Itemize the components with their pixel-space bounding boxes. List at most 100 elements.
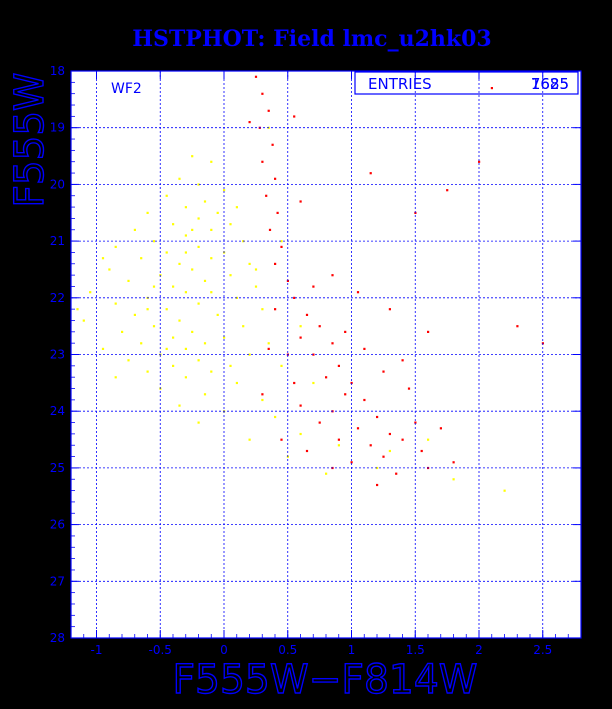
data-point-0 bbox=[108, 268, 111, 271]
data-point-0 bbox=[223, 189, 226, 192]
data-point-0 bbox=[452, 478, 455, 481]
data-point-0 bbox=[216, 313, 219, 316]
data-point-1 bbox=[478, 160, 481, 163]
data-point-0 bbox=[184, 347, 187, 350]
data-point-0 bbox=[82, 319, 85, 322]
data-point-1 bbox=[414, 421, 417, 424]
data-point-0 bbox=[178, 404, 181, 407]
data-point-1 bbox=[427, 330, 430, 333]
y-tick-label: 27 bbox=[50, 574, 65, 588]
data-point-0 bbox=[223, 336, 226, 339]
data-point-0 bbox=[235, 381, 238, 385]
data-point-1 bbox=[439, 427, 442, 430]
data-point-1 bbox=[376, 483, 379, 487]
data-point-1 bbox=[267, 347, 270, 350]
data-point-0 bbox=[114, 302, 117, 305]
y-tick-label: 20 bbox=[50, 177, 65, 191]
data-point-0 bbox=[261, 398, 264, 402]
data-point-0 bbox=[184, 291, 187, 294]
y-axis-title: F555W bbox=[7, 73, 53, 208]
data-point-1 bbox=[293, 115, 296, 118]
data-point-1 bbox=[305, 313, 309, 316]
x-tick-label: 1 bbox=[348, 643, 356, 657]
x-axis-title: F555W−F814W bbox=[173, 657, 478, 703]
data-point-1 bbox=[452, 461, 455, 464]
data-point-1 bbox=[325, 376, 328, 379]
data-point-0 bbox=[274, 415, 277, 419]
data-point-1 bbox=[312, 353, 315, 356]
stats-box-frame bbox=[354, 71, 579, 95]
data-point-1 bbox=[268, 228, 272, 231]
data-point-1 bbox=[407, 387, 411, 390]
data-point-0 bbox=[191, 155, 194, 158]
data-point-0 bbox=[299, 432, 302, 436]
data-point-0 bbox=[127, 359, 130, 362]
data-point-0 bbox=[191, 228, 194, 231]
data-point-0 bbox=[312, 381, 315, 385]
data-point-1 bbox=[299, 200, 302, 203]
data-point-1 bbox=[254, 75, 258, 78]
x-tick-label: 2.5 bbox=[533, 643, 552, 657]
data-point-0 bbox=[248, 353, 251, 356]
data-point-1 bbox=[388, 432, 391, 436]
data-point-1 bbox=[516, 325, 519, 328]
data-point-0 bbox=[114, 245, 117, 248]
data-point-0 bbox=[172, 223, 175, 226]
data-point-0 bbox=[101, 347, 105, 350]
data-point-1 bbox=[274, 308, 277, 311]
data-point-0 bbox=[210, 291, 213, 294]
x-tick-label: 1.5 bbox=[406, 643, 425, 657]
data-point-0 bbox=[140, 342, 143, 345]
chart-title: HSTPHOT: Field lmc_u2hk03 bbox=[132, 26, 491, 52]
data-point-0 bbox=[267, 342, 270, 345]
x-tick-label: 2 bbox=[475, 643, 483, 657]
data-point-0 bbox=[216, 211, 219, 214]
data-point-0 bbox=[101, 257, 105, 260]
data-point-0 bbox=[184, 251, 187, 254]
data-point-0 bbox=[191, 268, 194, 271]
data-point-1 bbox=[293, 296, 296, 299]
data-point-1 bbox=[280, 438, 283, 441]
panel-label: WF2 bbox=[111, 81, 142, 97]
y-tick-label: 19 bbox=[50, 121, 65, 135]
data-point-0 bbox=[165, 194, 168, 197]
data-point-1 bbox=[274, 177, 277, 180]
data-point-0 bbox=[121, 330, 124, 333]
data-point-0 bbox=[184, 376, 187, 379]
data-point-1 bbox=[369, 172, 372, 175]
data-point-0 bbox=[127, 279, 130, 282]
data-point-0 bbox=[165, 347, 168, 350]
data-point-0 bbox=[172, 336, 175, 339]
data-point-1 bbox=[490, 87, 493, 90]
data-point-1 bbox=[382, 455, 385, 458]
data-point-0 bbox=[325, 472, 328, 475]
data-point-1 bbox=[344, 330, 347, 333]
data-point-1 bbox=[369, 444, 372, 447]
data-point-0 bbox=[280, 364, 283, 367]
data-point-1 bbox=[363, 347, 366, 350]
data-point-0 bbox=[152, 240, 156, 243]
data-point-0 bbox=[254, 268, 258, 271]
y-tick-label: 21 bbox=[50, 234, 65, 248]
data-point-0 bbox=[280, 240, 283, 243]
data-point-0 bbox=[114, 376, 117, 379]
y-tick-label: 18 bbox=[50, 64, 65, 78]
data-point-0 bbox=[146, 370, 149, 373]
data-point-0 bbox=[203, 393, 207, 396]
y-tick-label: 26 bbox=[50, 518, 65, 532]
data-point-0 bbox=[203, 200, 207, 203]
data-point-1 bbox=[265, 194, 268, 197]
data-point-1 bbox=[305, 449, 309, 453]
data-point-0 bbox=[133, 228, 136, 231]
data-point-1 bbox=[356, 291, 360, 294]
data-point-0 bbox=[503, 489, 506, 492]
data-point-0 bbox=[89, 291, 92, 294]
data-point-0 bbox=[210, 370, 213, 373]
data-point-0 bbox=[376, 466, 379, 470]
data-point-1 bbox=[337, 438, 340, 441]
data-point-1 bbox=[388, 308, 391, 311]
data-point-1 bbox=[446, 189, 449, 192]
data-point-1 bbox=[261, 393, 264, 396]
data-point-0 bbox=[133, 313, 136, 316]
data-point-1 bbox=[271, 143, 274, 146]
